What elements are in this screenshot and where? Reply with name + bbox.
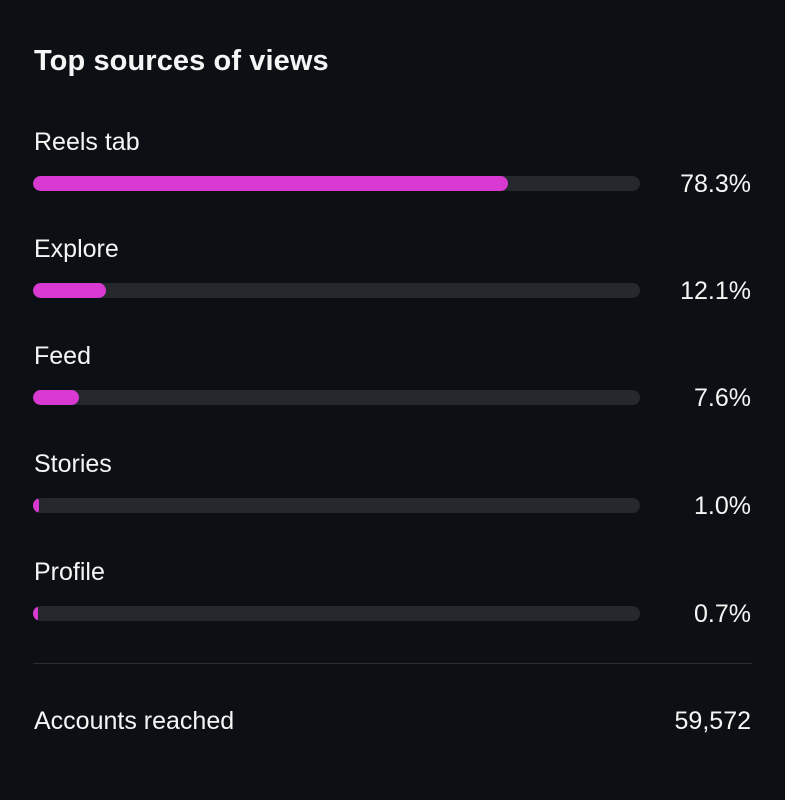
accounts-reached-value: 59,572 — [674, 707, 751, 735]
progress-bar-track — [33, 283, 640, 298]
progress-bar-fill — [33, 390, 80, 405]
progress-bar-track — [33, 390, 640, 405]
divider — [33, 663, 752, 664]
source-row-stories: Stories 1.0% — [0, 448, 785, 538]
source-label: Reels tab — [34, 128, 140, 156]
source-label: Feed — [34, 342, 91, 370]
progress-bar-track — [33, 498, 640, 513]
source-percent: 0.7% — [694, 600, 751, 628]
source-percent: 12.1% — [680, 277, 751, 305]
progress-bar-track — [33, 176, 640, 191]
source-percent: 7.6% — [694, 384, 751, 412]
source-row-profile: Profile 0.7% — [0, 556, 785, 646]
progress-bar-fill — [33, 606, 38, 621]
source-percent: 1.0% — [694, 492, 751, 520]
accounts-reached-label: Accounts reached — [34, 707, 235, 735]
progress-bar-fill — [33, 283, 107, 298]
progress-bar-fill — [33, 176, 509, 191]
source-row-explore: Explore 12.1% — [0, 233, 785, 323]
page-title: Top sources of views — [34, 45, 329, 77]
source-label: Explore — [34, 235, 119, 263]
progress-bar-fill — [33, 498, 40, 513]
source-row-feed: Feed 7.6% — [0, 340, 785, 430]
progress-bar-track — [33, 606, 640, 621]
source-percent: 78.3% — [680, 170, 751, 198]
source-row-reels-tab: Reels tab 78.3% — [0, 126, 785, 216]
source-label: Profile — [34, 558, 105, 586]
source-label: Stories — [34, 450, 112, 478]
